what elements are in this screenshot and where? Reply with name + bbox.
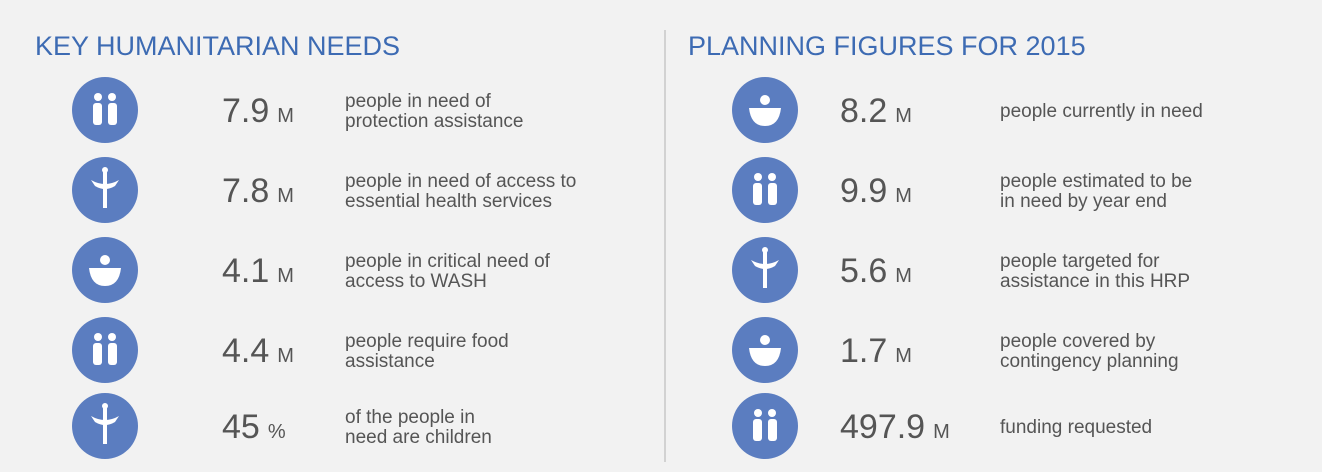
icon-glyph [754,173,762,181]
figure-description: assistance [345,351,435,372]
figure-description: people require food [345,331,509,352]
figure-description: contingency planning [1000,351,1179,372]
icon-circle [732,157,798,223]
icon-glyph [108,343,117,365]
unit: M [895,185,912,207]
figure-value: 7.8 M [222,172,294,210]
icon-glyph [760,95,770,105]
icon-glyph [108,93,116,101]
figure-description: people in critical need of [345,251,551,272]
value: 7.9 [222,92,269,130]
icon-glyph [768,183,777,205]
value: 1.7 [840,332,887,370]
icon-glyph [768,173,776,181]
figure-value: 1.7 M [840,332,912,370]
figure-value: 7.9 M [222,92,294,130]
figure-description: of the people in [345,407,475,428]
value: 4.4 [222,332,269,370]
value: 8.2 [840,92,887,130]
figure-value: 4.4 M [222,332,294,370]
icon-glyph [763,252,767,288]
figure-description: in need by year end [1000,191,1167,212]
icon-glyph [753,419,762,441]
figure-description: people in need of access to [345,171,576,192]
icon-glyph [108,333,116,341]
icon-circle [72,317,138,383]
value: 497.9 [840,408,925,446]
icon-glyph [102,403,108,409]
icon-glyph [103,172,107,208]
icon-glyph [749,348,781,366]
value: 5.6 [840,252,887,290]
unit: % [268,421,286,443]
icon-glyph [768,419,777,441]
value: 9.9 [840,172,887,210]
unit: M [277,185,294,207]
icon-glyph [768,409,776,417]
icon-glyph [93,343,102,365]
figure-description: funding requested [1000,417,1152,438]
figure-description: need are children [345,427,492,448]
icon-glyph [89,268,121,286]
unit: M [277,265,294,287]
icon-glyph [91,416,119,425]
figure-description: people targeted for [1000,251,1160,272]
icon-glyph [91,180,119,189]
icon-glyph [754,409,762,417]
figure-description: people estimated to be [1000,171,1192,192]
icon-glyph [760,335,770,345]
figure-value: 497.9 M [840,408,950,446]
value: 45 [222,408,260,446]
figure-value: 4.1 M [222,252,294,290]
unit: M [895,345,912,367]
figure-description: people covered by [1000,331,1156,352]
figure-description: access to WASH [345,271,487,292]
icon-glyph [753,183,762,205]
icon-glyph [94,93,102,101]
unit: M [277,105,294,127]
unit: M [933,421,950,443]
icon-glyph [94,333,102,341]
icon-circle [72,77,138,143]
icon-glyph [93,103,102,125]
icon-glyph [100,255,110,265]
icon-glyph [102,167,108,173]
figure-value: 8.2 M [840,92,912,130]
unit: M [895,265,912,287]
figure-description: essential health services [345,191,552,212]
icon-circle [732,393,798,459]
figure-value: 9.9 M [840,172,912,210]
icon-glyph [103,408,107,444]
figure-value: 45% [222,408,286,446]
icon-glyph [749,108,781,126]
unit: M [277,345,294,367]
section-title: PLANNING FIGURES FOR 2015 [688,31,1086,61]
figure-description: assistance in this HRP [1000,271,1190,292]
icon-glyph [108,103,117,125]
figure-description: people currently in need [1000,101,1203,122]
value: 7.8 [222,172,269,210]
figure-description: protection assistance [345,111,524,132]
figure-description: people in need of [345,91,492,112]
unit: M [895,105,912,127]
icon-glyph [762,247,768,253]
figure-value: 5.6 M [840,252,912,290]
section-title: KEY HUMANITARIAN NEEDS [35,31,400,61]
icon-glyph [751,260,779,269]
value: 4.1 [222,252,269,290]
